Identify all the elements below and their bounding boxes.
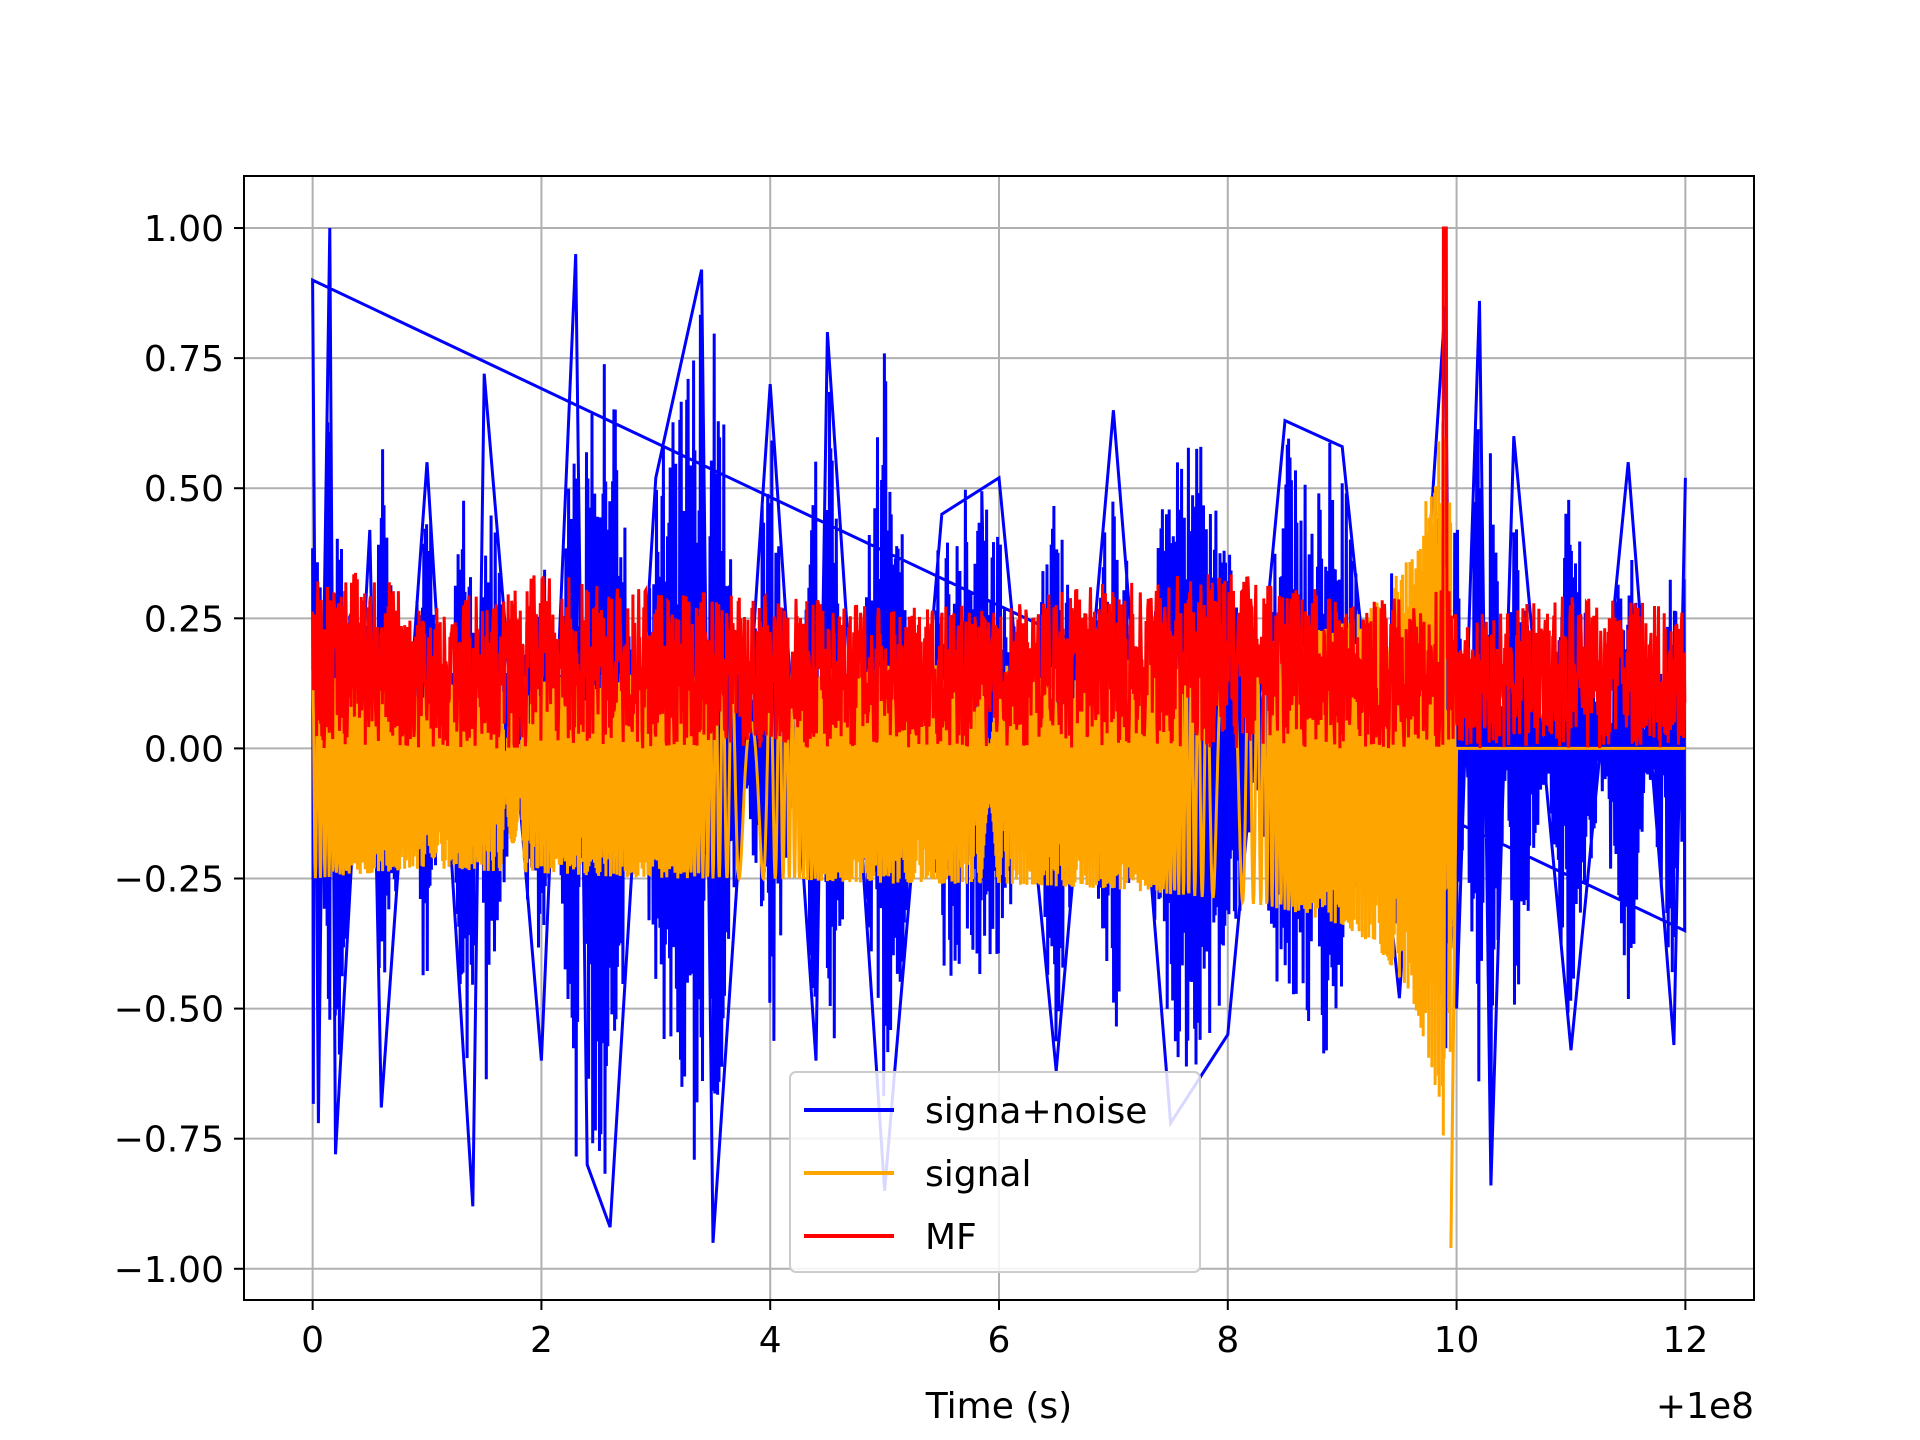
x-tick-label: 4 <box>759 1320 782 1361</box>
y-tick-label: −0.25 <box>114 860 224 901</box>
y-tick-label: 0.50 <box>144 469 224 510</box>
y-tick-label: 0.00 <box>144 729 224 770</box>
legend-box <box>789 1071 1201 1273</box>
y-tick-label: 1.00 <box>144 209 224 250</box>
x-tick-label: 0 <box>301 1320 324 1361</box>
x-tick-label: 10 <box>1434 1320 1480 1361</box>
y-tick-label: −0.75 <box>114 1120 224 1161</box>
y-tick-label: −1.00 <box>114 1250 224 1291</box>
axis-ticks: 0 2 4 6 8 10 12 1.00 0.75 0.50 0.25 0.00 −0.25 −0.50 −… <box>114 209 1709 1361</box>
legend-label: MF <box>925 1217 977 1258</box>
plot-area <box>311 226 1687 1249</box>
x-tick-label: 12 <box>1662 1320 1708 1361</box>
x-axis-title: Time (s) <box>925 1386 1072 1427</box>
x-tick-label: 6 <box>988 1320 1011 1361</box>
y-tick-label: 0.75 <box>144 339 224 380</box>
x-offset-label: +1e8 <box>1656 1386 1754 1427</box>
y-tick-label: 0.25 <box>144 599 224 640</box>
legend-label: signa+noise <box>925 1091 1147 1132</box>
x-tick-label: 8 <box>1216 1320 1239 1361</box>
series-line-mf <box>311 226 1687 749</box>
y-tick-label: −0.50 <box>114 990 224 1031</box>
x-tick-label: 2 <box>530 1320 553 1361</box>
legend-label: signal <box>925 1154 1032 1195</box>
legend: signa+noise signal MF <box>789 1071 1201 1273</box>
